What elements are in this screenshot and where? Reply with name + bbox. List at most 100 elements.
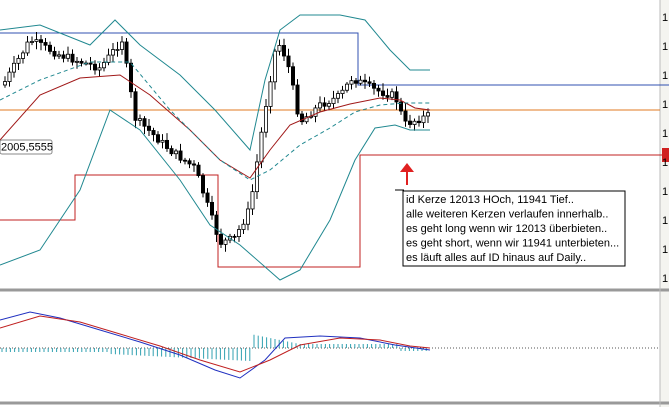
candle — [358, 79, 363, 84]
macd — [0, 311, 431, 379]
candle — [79, 60, 84, 64]
note-line: es geht long wenn wir 12013 überbieten.. — [406, 223, 607, 235]
candle — [196, 164, 201, 176]
candle — [182, 159, 187, 162]
note-line: es läuft alles auf ID hinaus auf Daily.. — [406, 252, 586, 264]
axis-label: 1 — [662, 70, 668, 82]
axis-label: 1 — [662, 12, 668, 24]
candles — [0, 14, 431, 281]
candle — [173, 150, 178, 155]
candle — [236, 229, 241, 237]
candle — [398, 101, 403, 112]
candle — [344, 83, 349, 91]
candle — [128, 62, 133, 93]
candle — [214, 214, 219, 235]
candle — [151, 130, 156, 136]
axis-strip — [660, 0, 669, 407]
candle — [93, 63, 98, 71]
candle — [245, 208, 250, 225]
candle — [286, 55, 291, 68]
candle — [160, 139, 165, 143]
candle — [187, 160, 192, 165]
candle — [304, 116, 309, 123]
candle — [218, 234, 223, 245]
candle — [335, 93, 340, 99]
note-line: id Kerze 12013 HOch, 11941 Tief.. — [406, 194, 574, 206]
candle — [164, 139, 169, 149]
candle — [11, 62, 16, 73]
candle — [299, 113, 304, 123]
candle — [349, 80, 354, 85]
candle — [169, 148, 174, 155]
candle — [295, 84, 300, 115]
candle — [389, 91, 394, 98]
axis-label: 1 — [662, 186, 668, 198]
candle — [209, 201, 214, 216]
candle — [371, 82, 376, 89]
candle — [362, 79, 367, 83]
candle — [146, 125, 151, 131]
moving-average — [0, 74, 431, 179]
candle — [191, 163, 196, 166]
candle — [200, 175, 205, 194]
candle — [52, 50, 57, 57]
candle — [155, 134, 160, 143]
candle — [142, 118, 147, 127]
candle — [25, 41, 30, 54]
candle — [385, 95, 390, 98]
candle — [115, 49, 120, 51]
candle — [232, 235, 237, 238]
candle — [241, 223, 246, 230]
signal-average — [0, 61, 430, 181]
candle — [268, 81, 273, 107]
candle — [3, 81, 8, 86]
candle — [281, 45, 286, 57]
axis-label: 1 — [662, 215, 668, 227]
candle — [353, 80, 358, 84]
candle — [394, 91, 399, 103]
candle — [34, 39, 39, 42]
candle — [412, 120, 417, 125]
note-line: es geht short, wenn wir 11941 unterbiete… — [406, 237, 619, 249]
candle — [223, 239, 228, 245]
candle — [416, 120, 421, 124]
candle — [376, 87, 381, 92]
candle — [290, 66, 295, 86]
axis-label: 1 — [662, 41, 668, 53]
candle — [254, 161, 259, 193]
note-line: alle weiteren Kerzen verlaufen innerhalb… — [406, 208, 608, 220]
candle — [39, 39, 44, 43]
candle — [120, 41, 125, 50]
candle — [57, 54, 62, 57]
lower-band — [0, 109, 430, 281]
axis-label: 1 — [662, 99, 668, 111]
candle — [88, 62, 93, 65]
candle — [407, 120, 412, 125]
axis-labels: 1 1 1 1 1 1 1 1 1 1 — [662, 12, 668, 285]
axis-label: 1 — [662, 157, 668, 169]
axis-label: 1 — [662, 273, 668, 285]
candle — [421, 115, 426, 124]
upper-band — [0, 14, 430, 152]
candle — [16, 58, 21, 64]
arrow — [400, 163, 414, 185]
candle — [277, 45, 282, 52]
signal-line — [0, 315, 431, 373]
candle — [380, 90, 385, 96]
axis-label: 1 — [662, 128, 668, 140]
candle — [331, 97, 336, 104]
candle — [259, 131, 264, 163]
price-tag-box — [0, 139, 53, 155]
range-box-high — [0, 32, 669, 86]
candle — [29, 41, 34, 43]
note-box — [402, 190, 626, 267]
candle — [317, 102, 322, 109]
candle — [133, 91, 138, 121]
candle — [205, 192, 210, 203]
candle — [75, 60, 80, 63]
candle — [20, 52, 25, 59]
candle — [7, 71, 12, 82]
candle — [272, 50, 277, 83]
candle — [66, 53, 71, 59]
